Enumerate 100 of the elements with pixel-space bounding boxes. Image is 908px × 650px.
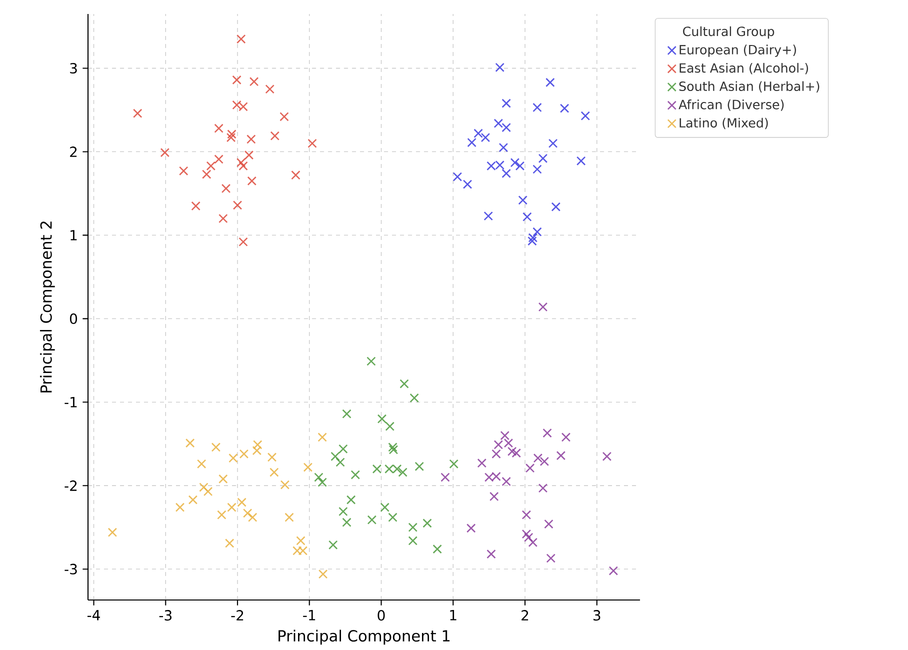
point	[560, 104, 570, 113]
point	[538, 302, 548, 312]
point	[500, 430, 510, 440]
point	[199, 482, 208, 492]
point	[318, 432, 327, 442]
point	[377, 414, 387, 424]
point	[502, 122, 511, 132]
point	[489, 492, 499, 502]
x-tick-label: -1	[303, 610, 316, 620]
point	[244, 150, 254, 160]
point	[308, 138, 317, 148]
point	[267, 452, 277, 462]
point	[238, 237, 248, 247]
point	[498, 142, 508, 152]
point	[542, 428, 552, 438]
point	[284, 512, 294, 522]
point	[477, 458, 487, 468]
point	[227, 130, 236, 139]
legend-label: Latino (Mixed)	[680, 118, 768, 130]
point	[532, 164, 542, 174]
point	[484, 211, 493, 221]
point	[546, 78, 555, 88]
point	[538, 154, 548, 164]
point	[380, 502, 390, 512]
point	[242, 508, 252, 518]
point	[512, 448, 522, 458]
point	[214, 124, 224, 133]
point	[314, 472, 324, 482]
point	[291, 170, 300, 180]
point	[252, 446, 262, 456]
point	[551, 202, 561, 212]
point	[218, 474, 228, 484]
point	[178, 166, 188, 176]
point	[346, 495, 356, 504]
point	[486, 549, 496, 559]
x-axis-title: Principal Component 1	[278, 630, 450, 645]
y-tick-label: 1	[70, 230, 77, 240]
point	[474, 128, 483, 138]
point	[265, 84, 274, 94]
point	[303, 462, 313, 472]
point	[239, 449, 249, 459]
point	[214, 154, 224, 164]
point	[532, 102, 542, 112]
point	[188, 495, 198, 504]
point	[576, 156, 586, 166]
point	[236, 34, 246, 44]
point	[280, 480, 290, 490]
point	[432, 544, 442, 554]
point	[548, 138, 558, 148]
y-tick-label: -2	[64, 480, 77, 491]
point	[217, 510, 226, 520]
point	[108, 528, 118, 537]
point	[160, 148, 170, 158]
point	[410, 393, 419, 403]
point	[408, 522, 418, 532]
point	[502, 476, 511, 486]
point	[532, 227, 542, 236]
point	[422, 518, 432, 528]
legend-label: African (Diverse)	[678, 100, 784, 111]
point	[270, 468, 279, 477]
point	[328, 540, 338, 550]
point	[350, 470, 360, 480]
point	[270, 131, 280, 140]
point	[338, 506, 348, 516]
point	[528, 236, 537, 246]
point	[414, 462, 424, 472]
point	[608, 566, 618, 576]
point	[388, 442, 398, 452]
y-axis-title: Principal Component 2	[40, 222, 55, 392]
point	[211, 442, 221, 452]
point	[528, 538, 538, 548]
point	[280, 112, 289, 122]
point	[388, 512, 398, 522]
point	[367, 515, 377, 524]
point	[330, 452, 340, 462]
point	[518, 196, 528, 205]
point	[494, 118, 504, 128]
point	[196, 459, 206, 469]
point	[224, 538, 234, 548]
point	[480, 132, 490, 142]
point	[175, 502, 185, 512]
point	[466, 524, 476, 533]
point	[385, 422, 395, 431]
x-tick-label: 3	[593, 610, 600, 621]
point	[462, 180, 472, 189]
point	[342, 409, 352, 418]
point	[236, 158, 246, 168]
point	[449, 459, 458, 469]
point	[522, 529, 532, 539]
point	[238, 161, 248, 171]
point	[492, 449, 501, 459]
point	[191, 201, 200, 211]
point	[546, 554, 556, 563]
legend-label: South Asian (Herbal+)	[679, 81, 820, 93]
point	[185, 438, 195, 448]
point	[502, 168, 511, 178]
point	[408, 536, 418, 546]
point	[398, 468, 408, 477]
point	[226, 132, 236, 142]
x-tick-label: 0	[378, 610, 385, 621]
